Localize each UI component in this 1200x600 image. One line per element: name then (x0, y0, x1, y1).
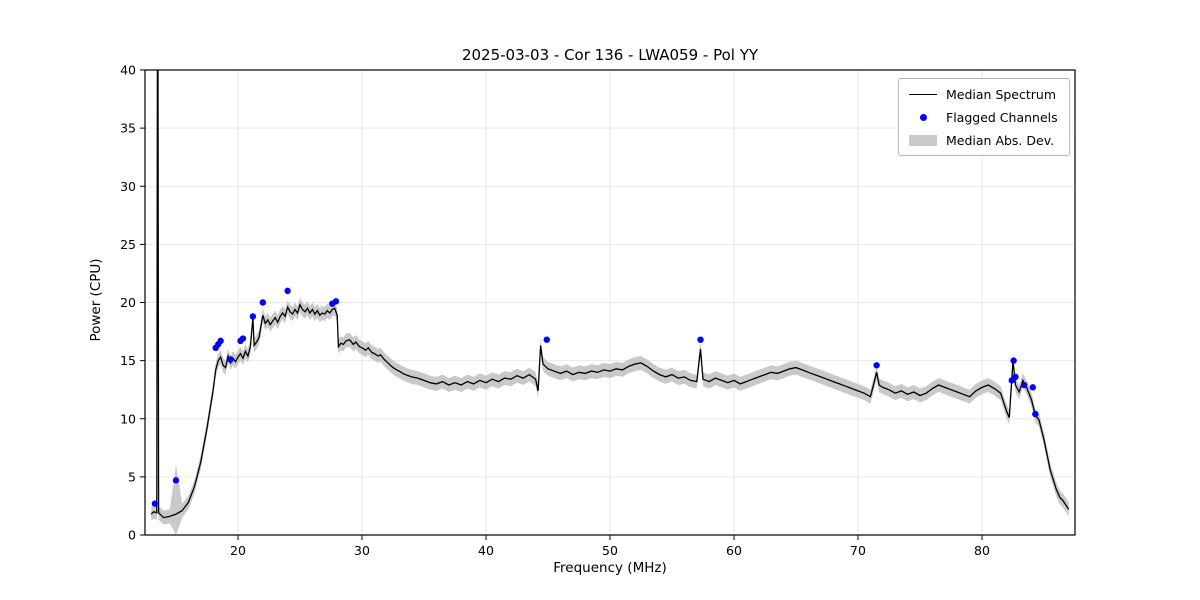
flagged-channel-dot (332, 298, 340, 305)
flagged-channel-dot (697, 336, 704, 343)
x-tick-label: 40 (478, 543, 494, 558)
legend-label: Flagged Channels (946, 109, 1058, 125)
flagged-channel-dot (1029, 384, 1037, 391)
y-tick-label: 0 (128, 528, 136, 543)
flagged-channel-dot (1010, 357, 1017, 364)
chart-title: 2025-03-03 - Cor 136 - LWA059 - Pol YY (461, 46, 759, 64)
x-tick-label: 80 (974, 543, 990, 558)
y-tick-label: 10 (120, 411, 136, 426)
legend-entry-flagged-channels: Flagged Channels (909, 109, 1059, 125)
flagged-channel-dot (249, 313, 257, 320)
legend-line-swatch (909, 93, 937, 95)
tick-labels: 20 30 40 50 60 70 80 0 5 10 15 20 25 30 35 40 (120, 63, 990, 559)
legend-label: Median Spectrum (946, 86, 1057, 102)
y-tick-label: 35 (120, 121, 136, 136)
flagged-channel-dot (1012, 373, 1019, 381)
y-tick-label: 15 (120, 353, 136, 368)
flagged-channel-dot (217, 337, 224, 345)
legend-dot-swatch (909, 113, 937, 121)
x-tick-label: 50 (602, 543, 618, 558)
y-tick-label: 5 (128, 469, 136, 484)
x-axis-label: Frequency (MHz) (553, 560, 667, 576)
y-tick-label: 20 (120, 295, 136, 310)
x-tick-label: 20 (230, 543, 246, 558)
legend-entry-median-spectrum: Median Spectrum (909, 86, 1059, 102)
y-tick-label: 25 (120, 237, 136, 252)
flagged-channel-dot (1020, 381, 1028, 389)
axis-ticks (140, 69, 983, 540)
flagged-channel-dot (284, 287, 291, 295)
flagged-channel-dot (873, 362, 880, 369)
legend-entry-median-abs-dev: Median Abs. Dev. (909, 132, 1059, 148)
median-spectrum-line (150, 70, 1070, 519)
flagged-channel-dot (227, 356, 234, 363)
flagged-channel-dot (1032, 410, 1039, 418)
flagged-channel-dot (239, 335, 247, 342)
flagged-channel-dot (259, 299, 266, 306)
x-tick-label: 30 (354, 543, 370, 558)
flagged-channel-dot (543, 336, 550, 343)
flagged-channel-dot (172, 477, 180, 484)
y-axis-label: Power (CPU) (88, 258, 104, 342)
y-tick-label: 40 (120, 63, 136, 78)
legend-band-swatch (909, 134, 937, 146)
legend: Median Spectrum Flagged Channels Median … (898, 78, 1070, 156)
plot-border (144, 69, 1076, 536)
x-tick-label: 70 (850, 543, 866, 558)
legend-label: Median Abs. Dev. (946, 132, 1055, 148)
flagged-channel-dot (151, 500, 159, 507)
flagged-channels-points (151, 287, 1039, 507)
x-tick-label: 60 (726, 543, 742, 558)
y-tick-label: 30 (120, 179, 136, 194)
